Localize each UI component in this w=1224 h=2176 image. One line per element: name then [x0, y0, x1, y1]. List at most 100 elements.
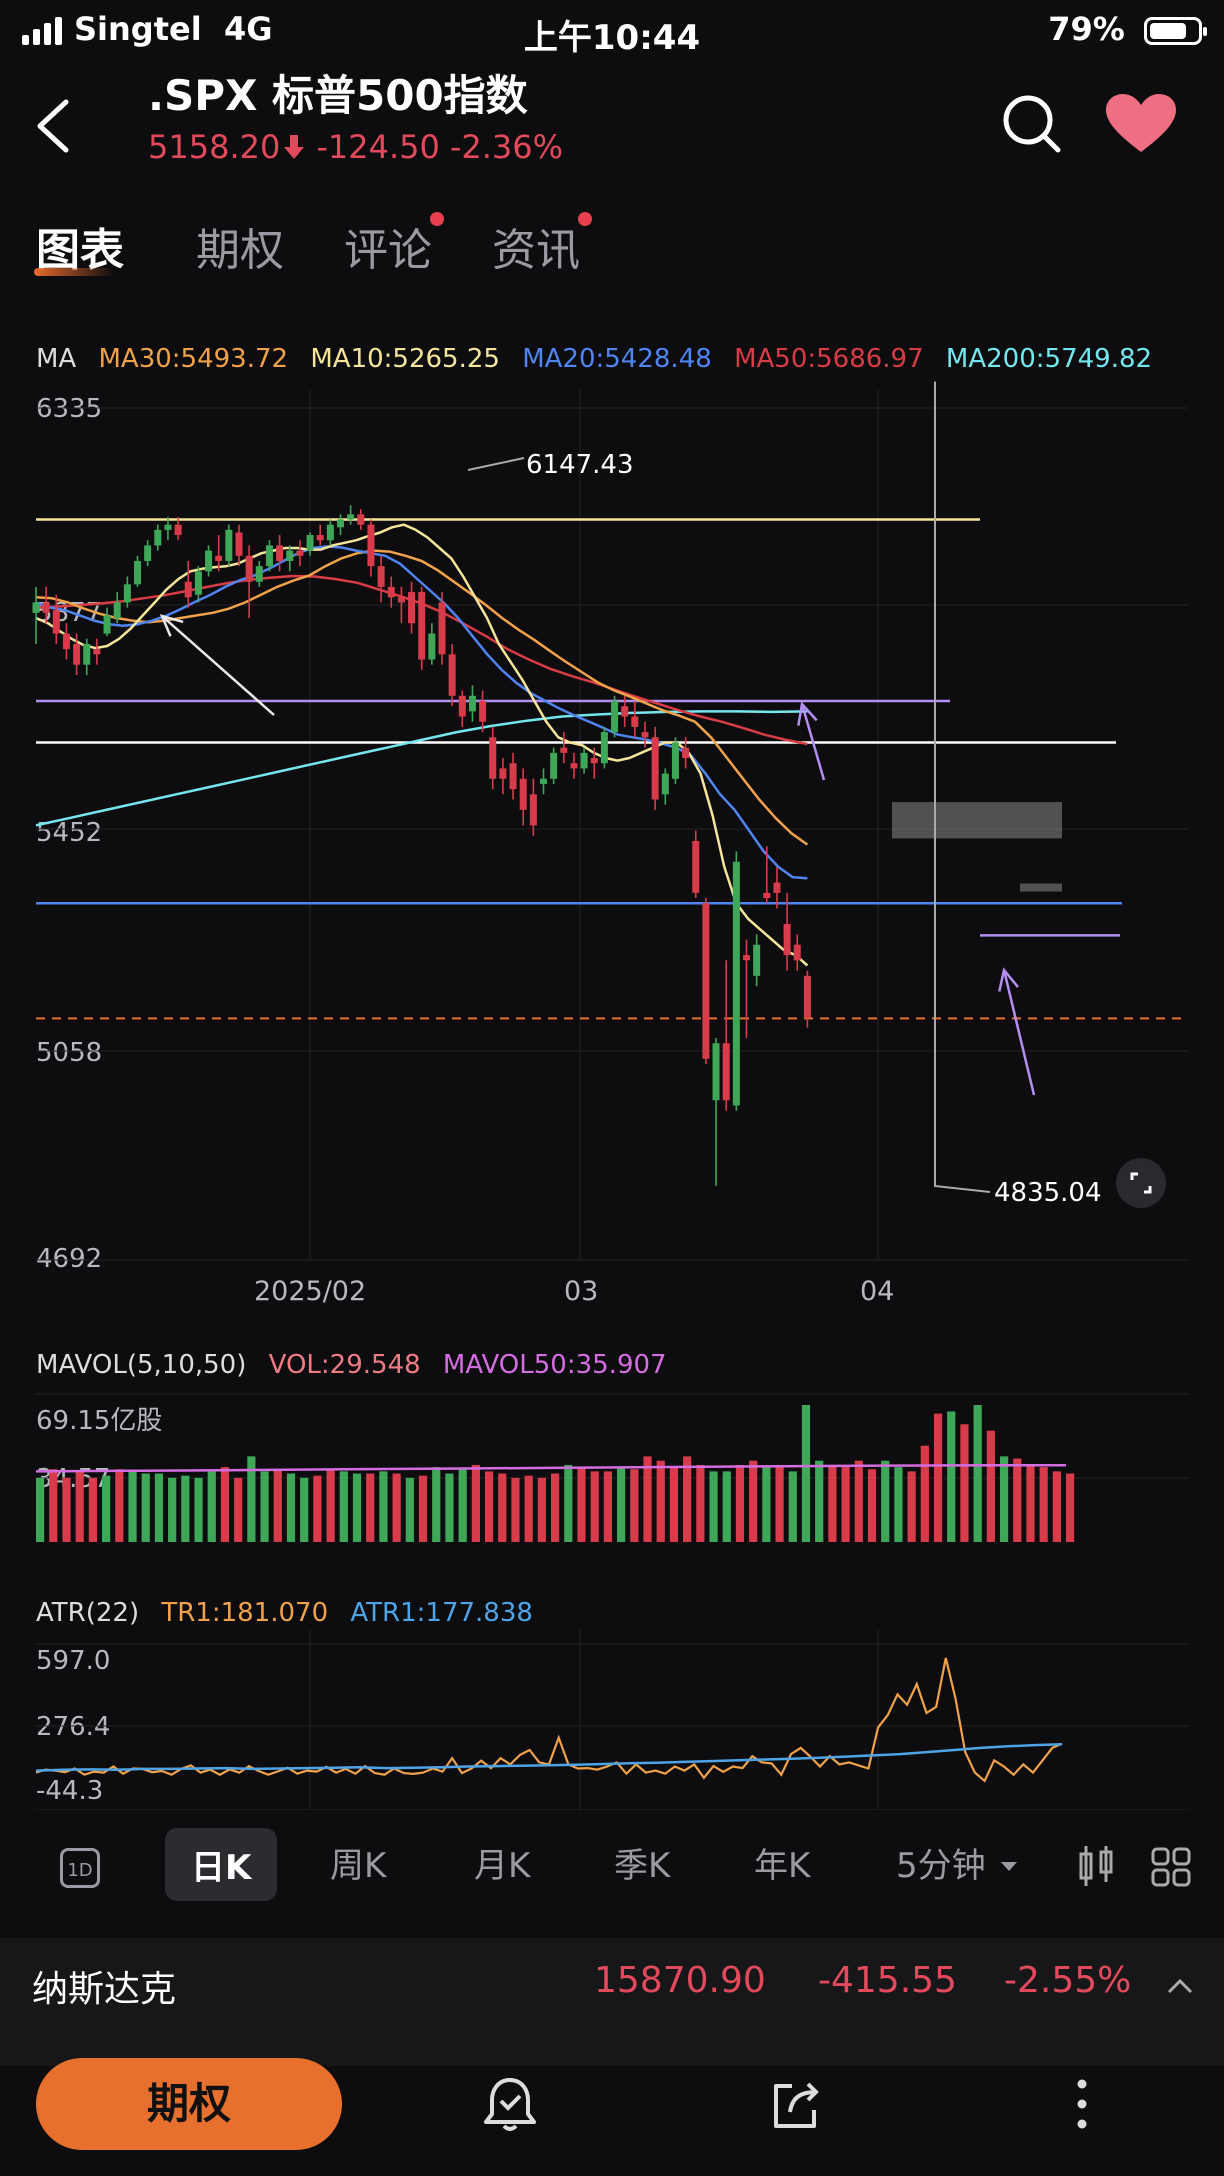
candle-body	[611, 700, 619, 733]
volume-bar	[564, 1464, 573, 1542]
volume-bar	[749, 1460, 758, 1542]
tab-options[interactable]: 期权	[196, 225, 284, 276]
volume-bar	[1026, 1464, 1035, 1542]
atr1-line	[35, 1742, 1063, 1772]
vol-value: VOL:29.548	[268, 1350, 421, 1380]
tr1-value: TR1:181.070	[161, 1598, 329, 1628]
candle-body	[215, 555, 223, 561]
atr-legend: ATR(22) TR1:181.070 ATR1:177.838	[36, 1598, 547, 1628]
ma-legend: MA MA30:5493.72 MA10:5265.25 MA20:5428.4…	[36, 344, 1166, 374]
favorite-heart-icon[interactable]	[1104, 92, 1178, 156]
candle-body	[326, 524, 334, 541]
candlestick-chart[interactable]	[0, 380, 1224, 1280]
one-day-button[interactable]: 1D	[60, 1848, 100, 1888]
candle-body	[103, 615, 111, 634]
volume-bar	[286, 1473, 296, 1542]
more-menu-icon[interactable]	[1052, 2074, 1112, 2134]
candle-body	[580, 752, 588, 769]
period-daily[interactable]: 日K	[165, 1828, 278, 1901]
time-axis-label: 2025/02	[254, 1276, 367, 1307]
candle-body	[73, 643, 81, 665]
period-monthly[interactable]: 月K	[474, 1846, 531, 1886]
candle-body	[438, 602, 446, 655]
volume-bar	[141, 1473, 150, 1542]
period-yearly[interactable]: 年K	[754, 1846, 811, 1886]
period-quarterly[interactable]: 季K	[614, 1846, 671, 1886]
ma-label: MA	[36, 344, 77, 374]
volume-bar	[352, 1473, 362, 1542]
volume-bar	[220, 1467, 230, 1542]
atr1-value: ATR1:177.838	[350, 1598, 533, 1628]
candle-body	[692, 841, 700, 893]
volume-bar	[379, 1471, 388, 1542]
candle-body	[93, 649, 101, 655]
volume-bar	[920, 1445, 929, 1542]
candle-body	[509, 763, 517, 790]
candle-body	[52, 610, 60, 634]
annotation-arrow-purple	[1002, 969, 1036, 1096]
candle-body	[286, 550, 294, 561]
candle-body	[174, 524, 182, 536]
candle-body	[245, 555, 253, 582]
volume-bar	[841, 1467, 850, 1542]
volume-bar	[854, 1460, 863, 1542]
volume-bar	[1066, 1473, 1075, 1542]
volume-bar	[775, 1464, 784, 1542]
ma50-value: MA50:5686.97	[734, 344, 924, 374]
volume-bar	[735, 1464, 745, 1542]
period-weekly[interactable]: 周K	[330, 1846, 387, 1886]
options-button[interactable]: 期权	[36, 2058, 342, 2150]
atr-axis-label: 597.0	[36, 1646, 111, 1676]
volume-axis-label: 34.57	[36, 1464, 111, 1494]
candle-body	[276, 545, 284, 561]
chevron-up-icon[interactable]	[1166, 1976, 1194, 1996]
share-icon[interactable]	[766, 2074, 826, 2134]
search-icon[interactable]	[1000, 92, 1064, 156]
grid-layout-icon[interactable]	[1150, 1846, 1192, 1888]
battery-percent: 79%	[1048, 10, 1125, 48]
volume-bar	[511, 1477, 520, 1542]
price-axis-label: 5058	[36, 1038, 103, 1068]
candle-body	[347, 514, 355, 520]
page-title: .SPX 标普500指数	[148, 71, 528, 120]
candle-style-icon[interactable]	[1076, 1844, 1116, 1888]
volume-bar	[709, 1471, 718, 1542]
candle-body	[570, 763, 578, 769]
candle-body	[560, 747, 568, 753]
back-arrow-icon[interactable]	[30, 96, 80, 156]
period-5min-dropdown[interactable]: 5分钟	[896, 1838, 1018, 1887]
gap-zone	[1020, 883, 1062, 892]
tab-news[interactable]: 资讯	[492, 225, 580, 276]
current-price: 5158.20	[148, 128, 281, 166]
candle-body	[123, 584, 131, 603]
candle-body	[306, 535, 314, 551]
volume-chart	[35, 1393, 1188, 1542]
candle-body	[164, 524, 172, 530]
volume-bar	[656, 1460, 665, 1542]
candle-body	[712, 1043, 720, 1101]
ma200-value: MA200:5749.82	[945, 344, 1153, 374]
candle-body	[32, 602, 40, 613]
volume-bar	[366, 1473, 375, 1542]
volume-bar	[418, 1475, 428, 1542]
candle-body	[255, 566, 263, 582]
candle-body	[651, 737, 659, 800]
candle-body	[621, 706, 629, 717]
price-change-pct: -2.36%	[449, 128, 564, 166]
alert-bell-icon[interactable]	[480, 2074, 540, 2134]
volume-bar	[300, 1477, 309, 1542]
battery-info: 79%	[1048, 10, 1207, 48]
related-ticker-bar[interactable]	[0, 1938, 1224, 2066]
high-leader-line	[467, 457, 525, 471]
volume-bar	[1039, 1467, 1048, 1542]
carrier-info: Singtel 4G	[22, 10, 272, 48]
tab-comments[interactable]: 评论	[344, 225, 432, 276]
tab-chart[interactable]: 图表	[36, 225, 124, 276]
candle-body	[113, 602, 121, 619]
volume-bar	[603, 1471, 613, 1542]
volume-bar	[617, 1467, 626, 1542]
candle-body	[468, 695, 476, 712]
candle-body	[489, 737, 497, 779]
fullscreen-button[interactable]	[1116, 1158, 1166, 1208]
volume-bar	[247, 1456, 256, 1542]
